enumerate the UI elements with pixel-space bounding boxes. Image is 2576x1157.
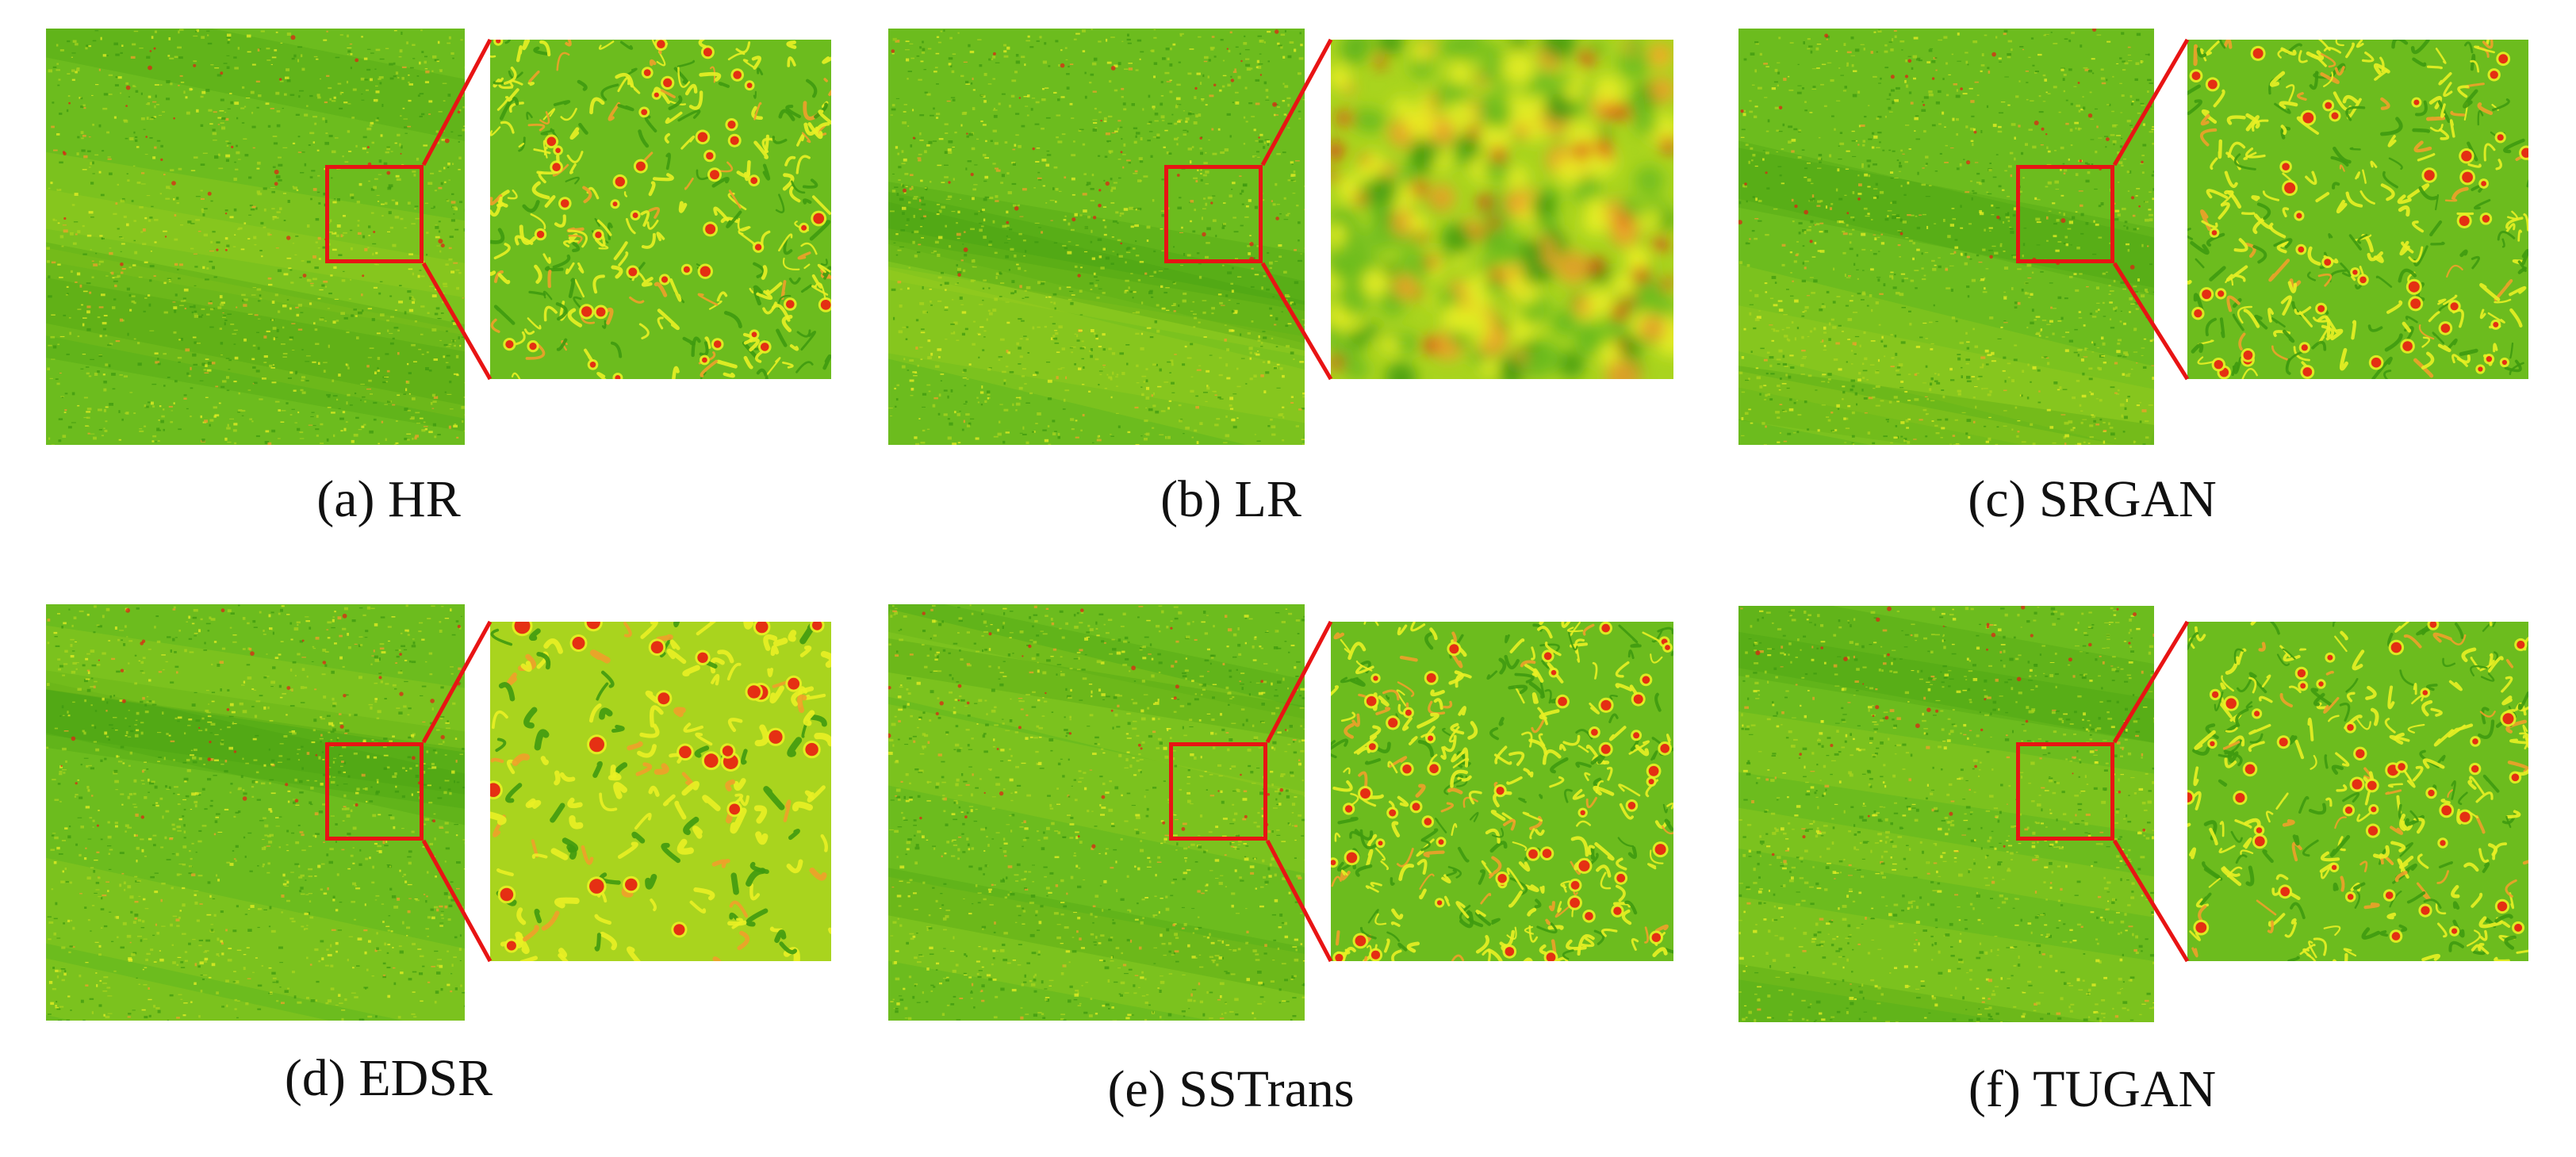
highlight-box-f (2016, 742, 2114, 841)
zoomed-image-d (490, 622, 831, 961)
caption-a: (a) HR (316, 470, 461, 528)
caption-b: (b) LR (1160, 470, 1301, 528)
overview-image-c (1738, 29, 2154, 445)
zoomed-image-e (1331, 622, 1673, 961)
zoomed-image-f (2187, 622, 2528, 961)
overview-image-d (46, 604, 465, 1021)
zoomed-image-b (1331, 40, 1673, 379)
caption-d: (d) EDSR (284, 1049, 493, 1107)
zoomed-image-a (490, 40, 831, 379)
highlight-box-c (2016, 165, 2114, 263)
highlight-box-d (325, 742, 424, 841)
overview-image-e (888, 604, 1305, 1021)
highlight-box-b (1164, 165, 1263, 263)
highlight-box-a (325, 165, 424, 263)
overview-image-b (888, 29, 1305, 445)
caption-e: (e) SSTrans (1107, 1060, 1355, 1118)
zoomed-image-c (2187, 40, 2528, 379)
highlight-box-e (1169, 742, 1267, 841)
caption-c: (c) SRGAN (1968, 470, 2217, 528)
caption-f: (f) TUGAN (1968, 1060, 2217, 1118)
overview-image-f (1738, 606, 2154, 1022)
overview-image-a (46, 29, 465, 445)
